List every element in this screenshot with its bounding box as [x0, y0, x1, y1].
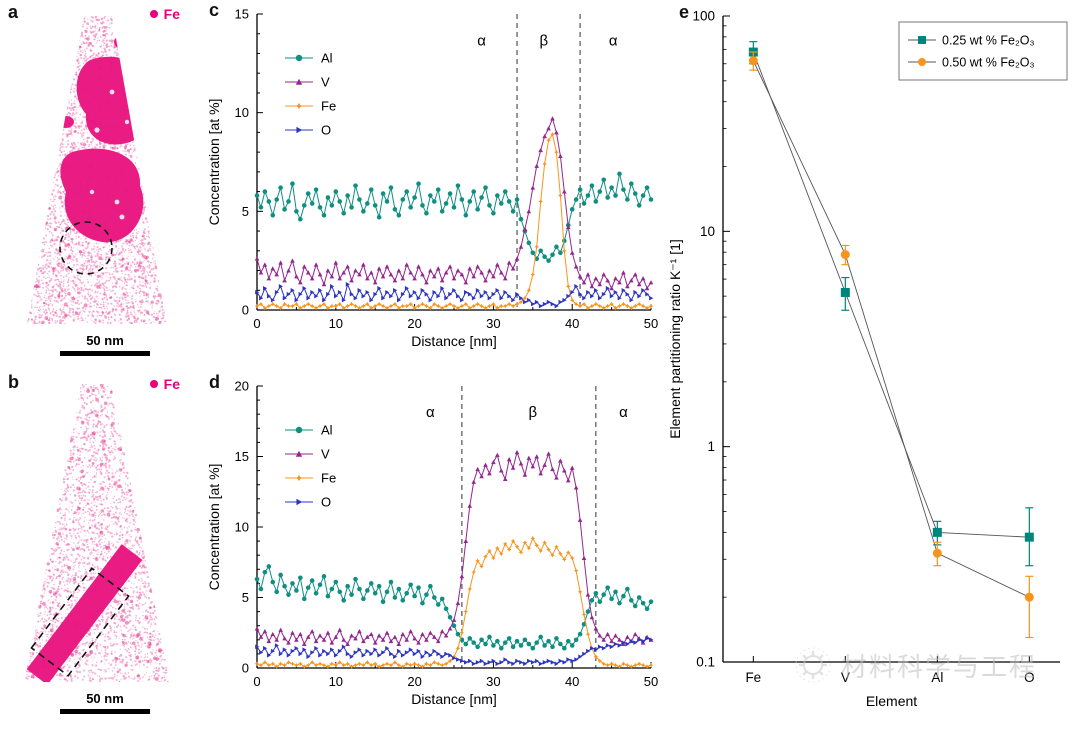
- scale-bar-label: 50 nm: [86, 333, 124, 348]
- panel-label-e: e: [679, 2, 690, 22]
- scale-bar-label: 50 nm: [86, 691, 124, 706]
- apt-panel-a: a Fe 50 nm: [2, 2, 202, 368]
- fe-legend-label: Fe: [163, 376, 180, 392]
- fe-legend-a: Fe: [149, 6, 180, 22]
- fe-marker-icon: [149, 10, 158, 18]
- panel-label-b: b: [8, 372, 19, 392]
- profile-panel-c: c 0 10 20 30 40 50 0 5 10 15 Distance [nm] Concentr…: [203, 0, 665, 368]
- apt-tip-reconstruction-a: [27, 16, 167, 324]
- scale-bar-line: [60, 351, 150, 356]
- panel-label-d: d: [209, 372, 220, 392]
- apt-tip-reconstruction-b: [25, 384, 169, 682]
- scale-bar-a: 50 nm: [57, 333, 153, 356]
- fe-marker-icon: [149, 380, 158, 388]
- fe-legend-label: Fe: [163, 6, 180, 22]
- scale-bar-b: 50 nm: [57, 691, 153, 714]
- panel-label-a: a: [8, 2, 19, 22]
- fe-legend-b: Fe: [149, 376, 180, 392]
- panel-label-c: c: [209, 0, 220, 20]
- profile-panel-d: d 0 10 20 30 40 50 0 5 10 15 20 Distance [nm] Concen…: [203, 372, 665, 729]
- scale-bar-line: [60, 709, 150, 714]
- apt-panel-b: b Fe 50 nm: [2, 372, 202, 729]
- partitioning-panel-e: e 0.1 1 10 100 Fe V Al O Element Element partitio…: [665, 0, 1080, 729]
